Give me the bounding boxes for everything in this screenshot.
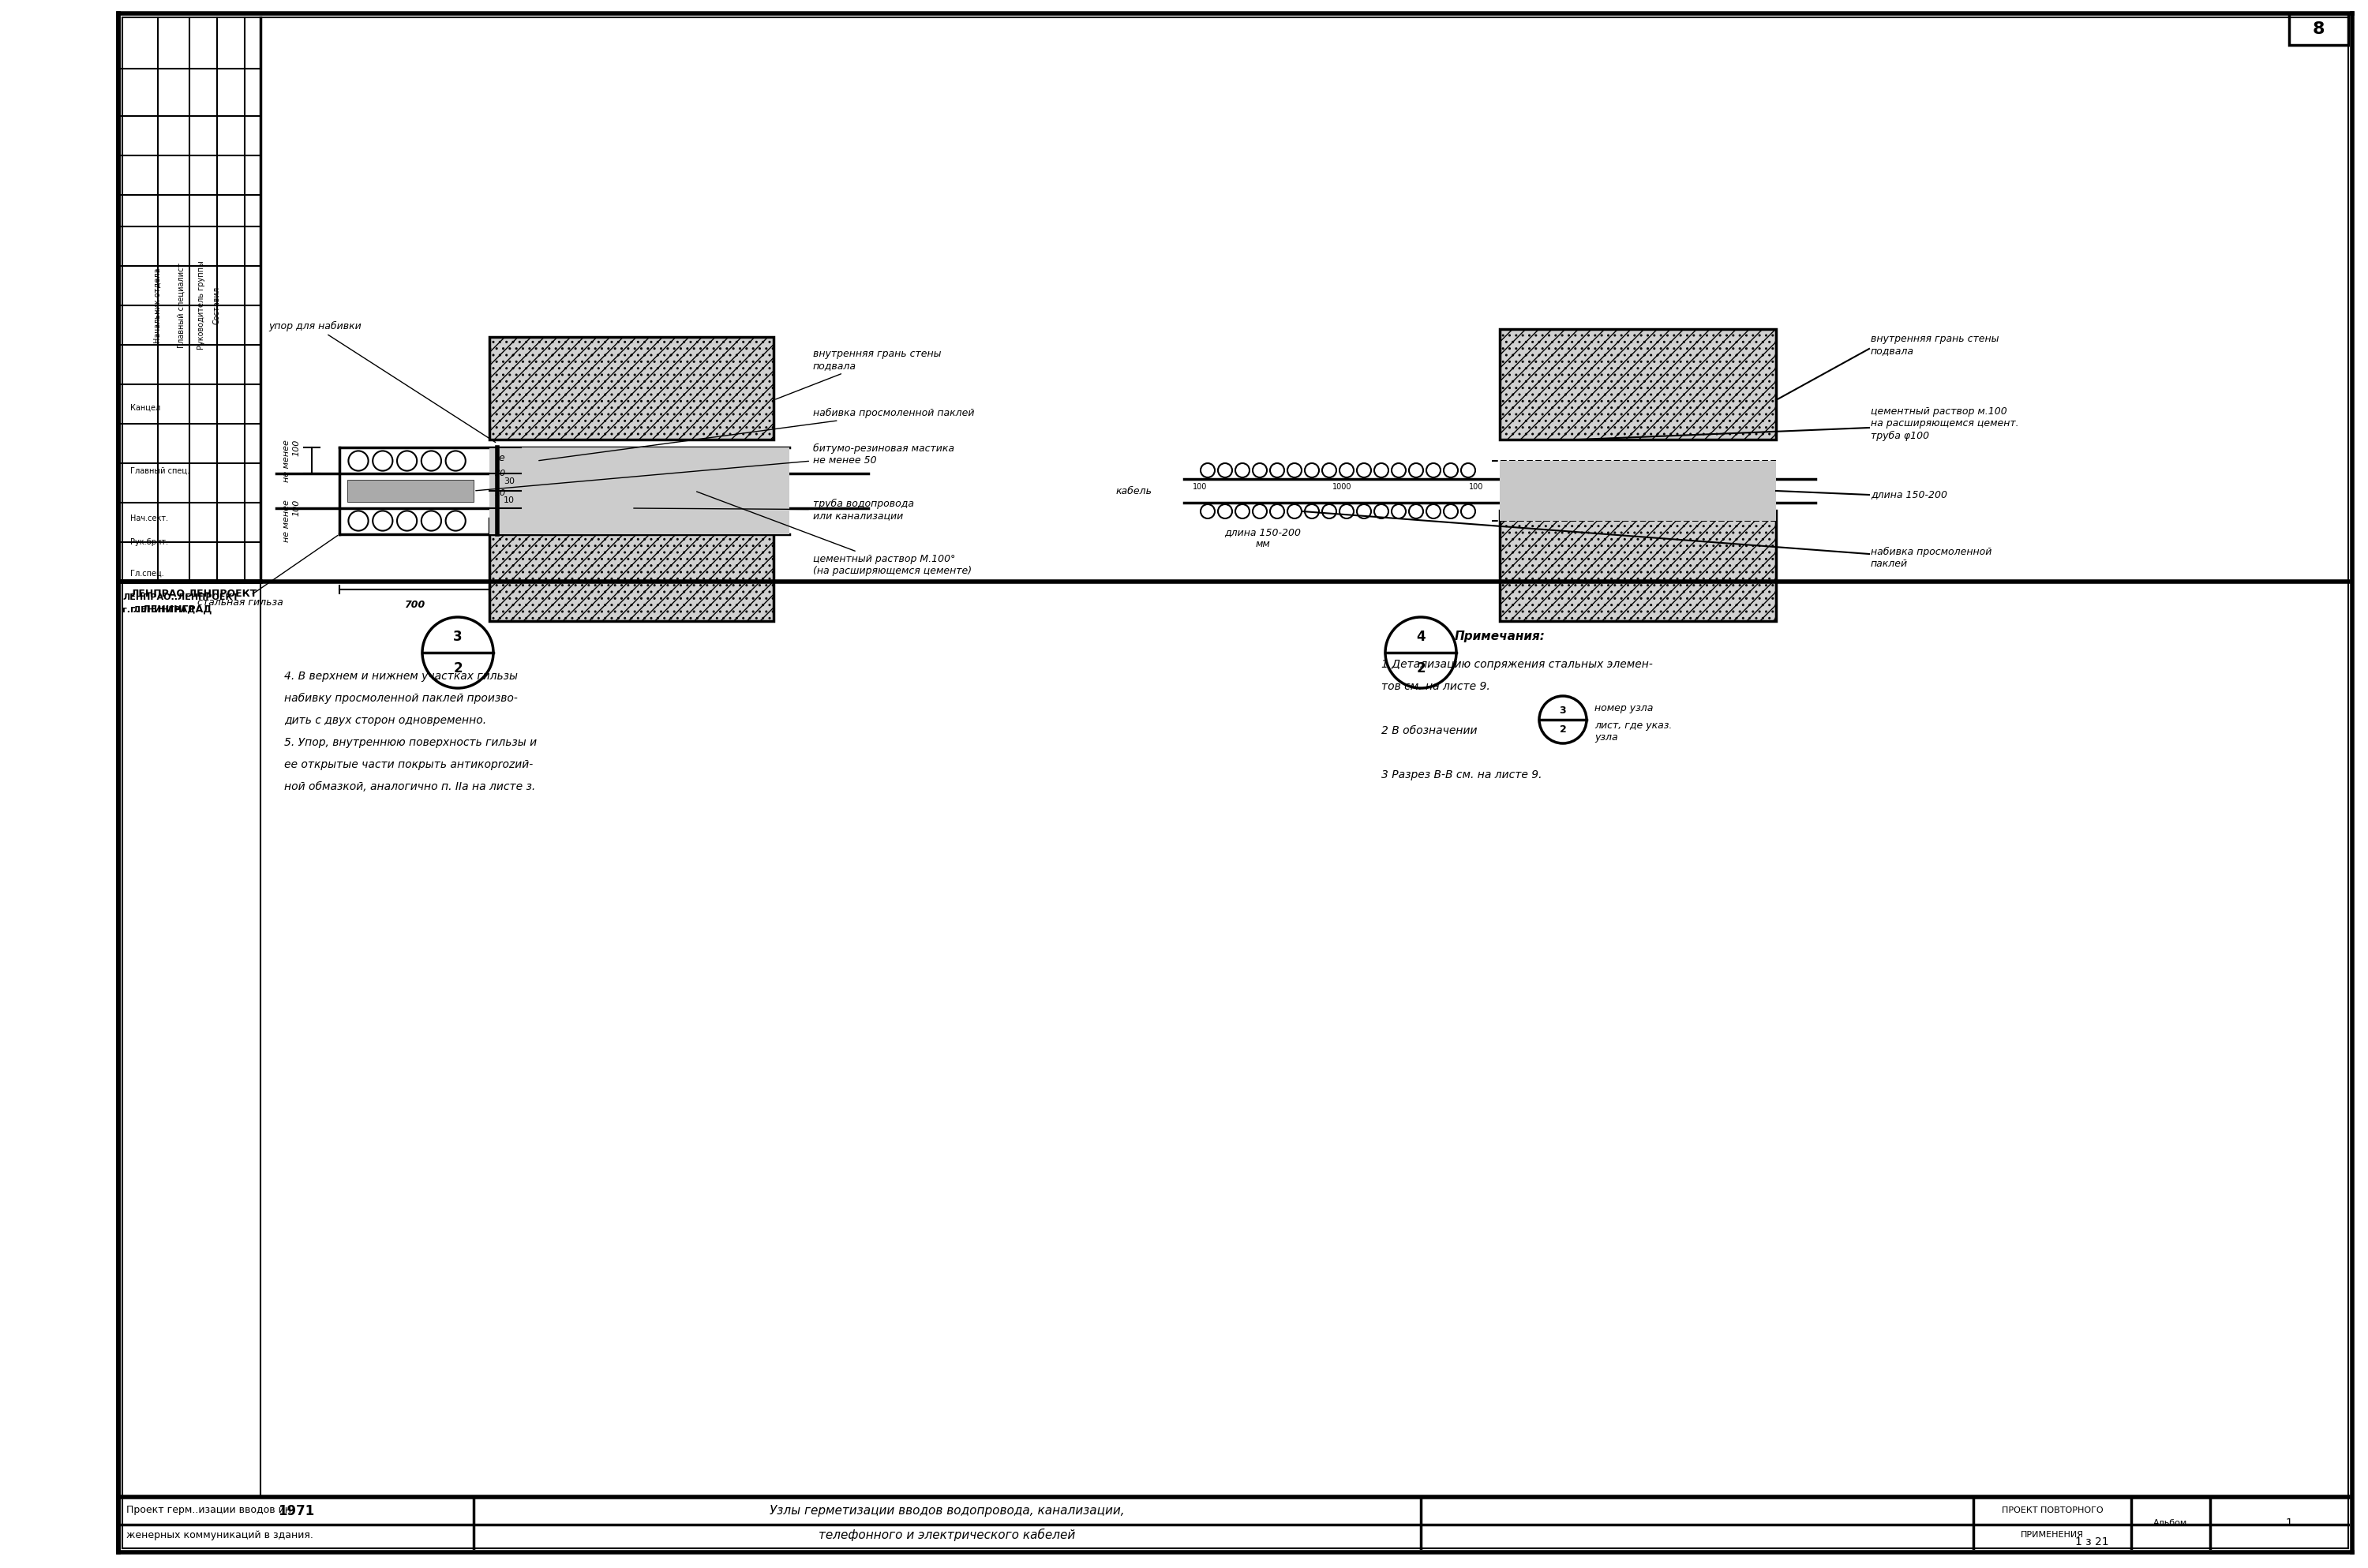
Text: 100: 100 xyxy=(1193,483,1208,491)
Text: Нач.сект.: Нач.сект. xyxy=(130,514,168,522)
Text: Начальник отдела: Начальник отдела xyxy=(154,268,161,343)
Text: ее открытые части покрыть антикорrozий-: ее открытые части покрыть антикорrozий- xyxy=(284,759,533,770)
Text: 1000: 1000 xyxy=(1333,483,1352,491)
Text: не менее
100: не менее 100 xyxy=(282,439,301,481)
Text: Главный спец.: Главный спец. xyxy=(130,467,189,475)
Text: Руководитель группы: Руководитель группы xyxy=(197,260,206,350)
Text: Узлы герметизации вводов водопровода, канализации,: Узлы герметизации вводов водопровода, ка… xyxy=(770,1504,1125,1516)
Text: цементный раствор М.100°
(на расширяющемся цементе): цементный раствор М.100° (на расширяющем… xyxy=(696,492,971,575)
Text: женерных коммуникаций в здания.: женерных коммуникаций в здания. xyxy=(126,1530,313,1540)
Text: 2: 2 xyxy=(452,662,462,676)
Text: лист, где указ.
узла: лист, где указ. узла xyxy=(1594,720,1672,743)
Bar xyxy=(2290,14,2349,45)
Text: битумо-резиновая мастика
не менее 50: битумо-резиновая мастика не менее 50 xyxy=(476,444,954,491)
Text: 1971: 1971 xyxy=(277,1504,315,1518)
Bar xyxy=(1499,511,1776,621)
Text: 8: 8 xyxy=(2311,22,2325,38)
Bar xyxy=(490,447,789,535)
Text: Составил: Составил xyxy=(213,287,220,325)
Text: внутренняя грань стены
подвала: внутренняя грань стены подвала xyxy=(777,348,940,400)
Text: 2 В обозначении: 2 В обозначении xyxy=(1381,726,1478,737)
Text: 2: 2 xyxy=(1416,662,1426,676)
Text: кабель: кабель xyxy=(1115,486,1153,495)
Text: г. ЛЕНИНГРАД: г. ЛЕНИНГРАД xyxy=(123,605,194,613)
Text: 3: 3 xyxy=(452,630,462,644)
Bar xyxy=(1499,329,1776,439)
Text: 3: 3 xyxy=(1561,706,1565,715)
Text: цементный раствор м.100
на расширяющемся цемент.
труба φ100: цементный раствор м.100 на расширяющемся… xyxy=(1871,406,2020,441)
Text: 1 з 21: 1 з 21 xyxy=(2074,1537,2108,1548)
Text: внутренняя грань стены
подвала: внутренняя грань стены подвала xyxy=(1871,334,1999,356)
Bar xyxy=(348,480,474,502)
Text: номер узла: номер узла xyxy=(1594,702,1653,713)
Text: набивка просмоленной паклей: набивка просмоленной паклей xyxy=(540,408,976,461)
Text: 3 Разрез В-В см. на листе 9.: 3 Разрез В-В см. на листе 9. xyxy=(1381,770,1542,781)
Text: 100: 100 xyxy=(1468,483,1482,491)
Text: ЛЕНПРАО..ЛЕНПРОЕКТ: ЛЕНПРАО..ЛЕНПРОЕКТ xyxy=(123,593,239,601)
Text: г. ЛЕНИНГРАД: г. ЛЕНИНГРАД xyxy=(130,604,211,615)
Bar xyxy=(490,519,774,621)
Text: Главный специалист: Главный специалист xyxy=(178,263,185,348)
Text: e: e xyxy=(497,453,504,463)
Text: 2: 2 xyxy=(1561,724,1565,734)
Text: 5. Упор, внутреннюю поверхность гильзы и: 5. Упор, внутреннюю поверхность гильзы и xyxy=(284,737,538,748)
Text: Проект герм..изации вводов ин-: Проект герм..изации вводов ин- xyxy=(126,1505,294,1516)
Text: ной обмазкой, аналогично п. IIа на листе з.: ной обмазкой, аналогично п. IIа на листе… xyxy=(284,781,535,792)
Text: набивка просмоленной
паклей: набивка просмоленной паклей xyxy=(1871,547,1991,569)
Text: длина 150-200: длина 150-200 xyxy=(1871,489,1946,500)
Text: 30: 30 xyxy=(495,469,507,477)
Text: 10: 10 xyxy=(495,489,507,497)
Text: Рук.брит.: Рук.брит. xyxy=(130,538,168,546)
Text: ПРИМЕНЕНИЯ: ПРИМЕНЕНИЯ xyxy=(2020,1530,2084,1538)
Text: 30: 30 xyxy=(504,477,514,486)
Text: стальная гильза: стальная гильза xyxy=(197,536,339,608)
Text: Примечания:: Примечания: xyxy=(1454,630,1544,643)
Text: 4: 4 xyxy=(1416,630,1426,644)
Text: Гл.спец.: Гл.спец. xyxy=(130,569,163,577)
Text: Альбом: Альбом xyxy=(2153,1519,2188,1527)
Text: набивку просмоленной паклей произво-: набивку просмоленной паклей произво- xyxy=(284,693,519,704)
Text: 4. В верхнем и нижнем участках гильзы: 4. В верхнем и нижнем участках гильзы xyxy=(284,671,519,682)
Bar xyxy=(1499,461,1776,521)
Text: 1: 1 xyxy=(2285,1518,2292,1529)
Text: 1 Детализацию сопряжения стальных элемен-: 1 Детализацию сопряжения стальных элемен… xyxy=(1381,659,1653,670)
Bar xyxy=(490,337,774,439)
Text: 10: 10 xyxy=(504,497,514,505)
Text: длина 150-200
мм: длина 150-200 мм xyxy=(1224,527,1302,549)
Text: труба водопровода
или канализации: труба водопровода или канализации xyxy=(635,499,914,521)
Text: не менее
100: не менее 100 xyxy=(282,500,301,543)
Text: тов см. на листе 9.: тов см. на листе 9. xyxy=(1381,681,1489,691)
Text: ПРОЕКТ ПОВТОРНОГО: ПРОЕКТ ПОВТОРНОГО xyxy=(2001,1507,2103,1515)
Text: 700: 700 xyxy=(405,601,424,610)
Text: телефонного и электрического кабелей: телефонного и электрического кабелей xyxy=(819,1529,1075,1541)
Text: Канцел: Канцел xyxy=(130,405,161,412)
Text: упор для набивки: упор для набивки xyxy=(268,321,495,442)
Text: дить с двух сторон одновременно.: дить с двух сторон одновременно. xyxy=(284,715,485,726)
Text: ЛЕНПРАО.ЛЕНПРОЕКТ: ЛЕНПРАО.ЛЕНПРОЕКТ xyxy=(130,588,256,599)
